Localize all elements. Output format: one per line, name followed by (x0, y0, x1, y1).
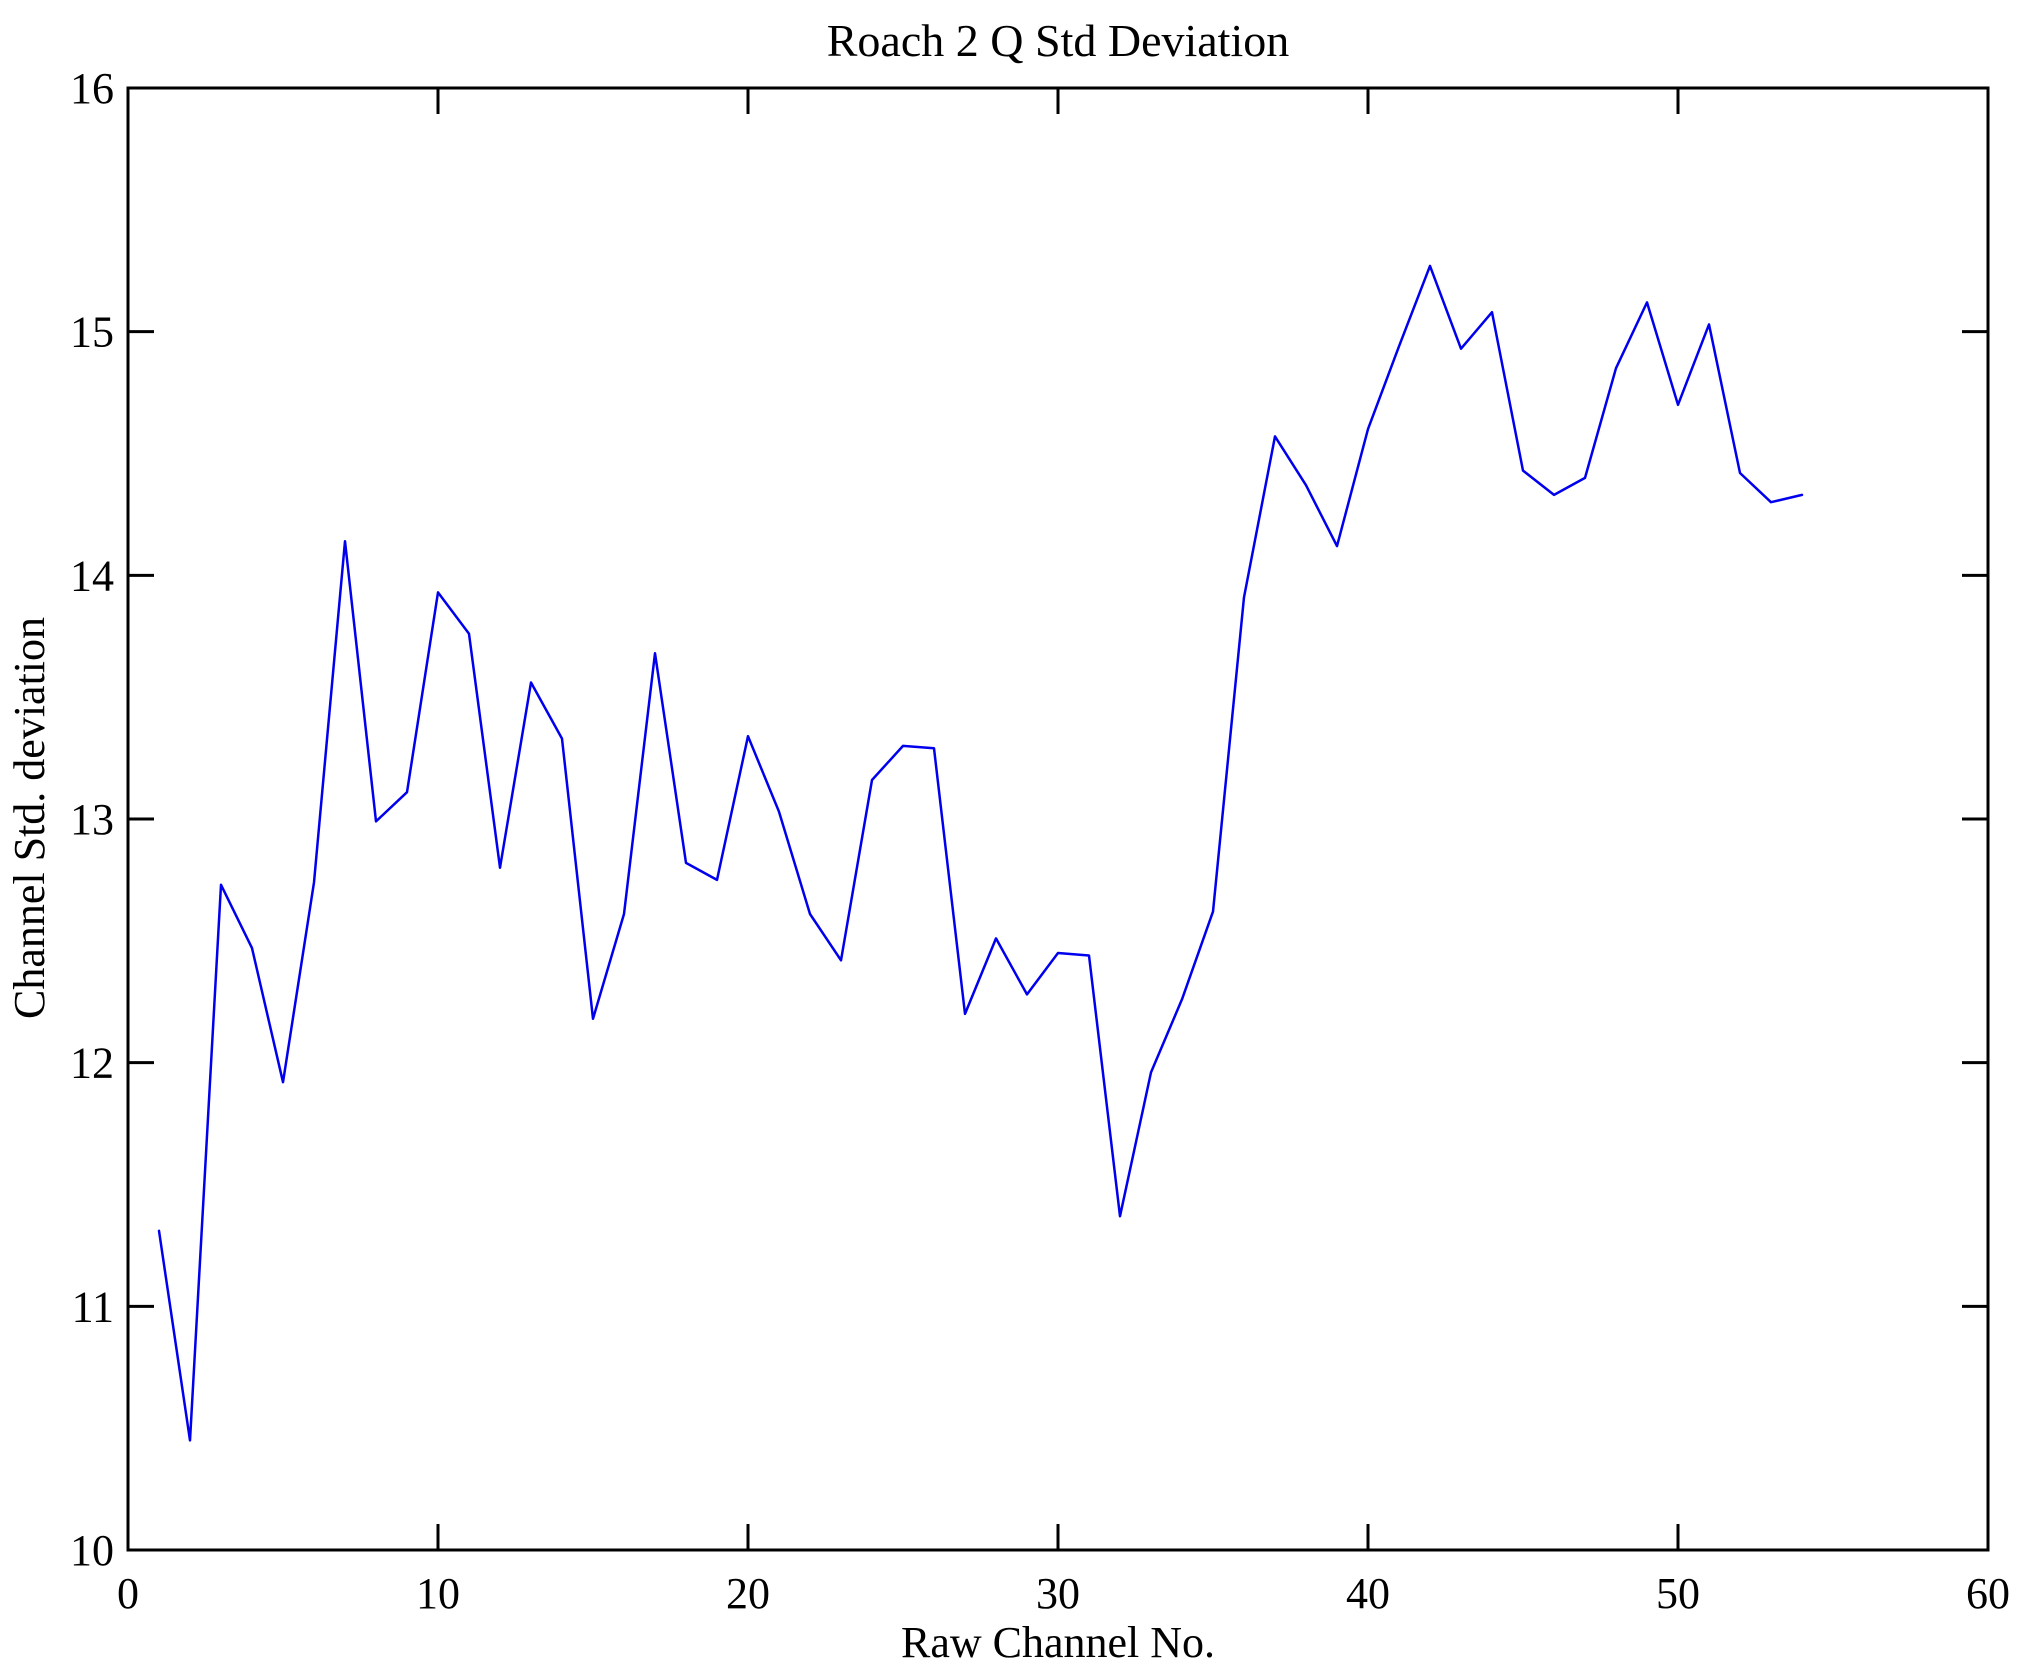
x-tick-label: 30 (1036, 1569, 1080, 1618)
data-line (157, 264, 1804, 1442)
y-tick-label: 14 (70, 551, 114, 600)
x-tick-label: 60 (1966, 1569, 2010, 1618)
y-tick-label: 15 (70, 308, 114, 357)
y-tick-label: 11 (72, 1282, 114, 1331)
x-tick-label: 50 (1656, 1569, 1700, 1618)
x-axis-label: Raw Channel No. (901, 1618, 1215, 1667)
y-tick-label: 10 (70, 1526, 114, 1575)
y-tick-label: 13 (70, 795, 114, 844)
y-tick-label: 16 (70, 64, 114, 113)
tick-marks (126, 86, 1990, 1552)
y-axis-label: Channel Std. deviation (5, 617, 54, 1019)
y-tick-label: 12 (70, 1039, 114, 1088)
x-tick-label: 0 (117, 1569, 139, 1618)
x-tick-label: 10 (416, 1569, 460, 1618)
x-tick-label: 20 (726, 1569, 770, 1618)
plot-frame (126, 86, 1990, 1552)
chart-title: Roach 2 Q Std Deviation (827, 15, 1290, 66)
x-tick-label: 40 (1346, 1569, 1390, 1618)
